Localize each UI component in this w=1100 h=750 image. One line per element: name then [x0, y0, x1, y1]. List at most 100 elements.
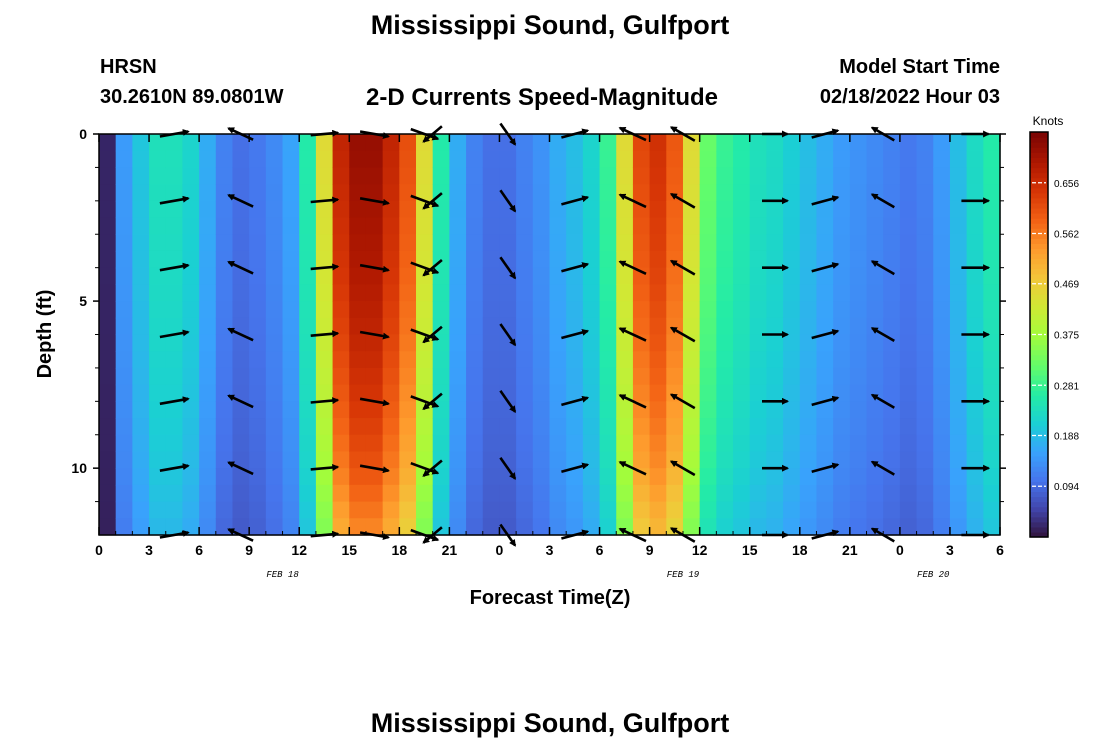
heatmap-cell	[616, 234, 634, 252]
x-tick-label: 12	[692, 542, 708, 558]
colorbar-segment	[1030, 263, 1048, 270]
heatmap-cell	[699, 434, 717, 453]
heatmap-cell	[933, 468, 951, 486]
y-tick-label: 5	[79, 293, 87, 309]
heatmap-cell	[666, 334, 684, 352]
heatmap-cell	[632, 217, 651, 235]
heatmap-cell	[783, 301, 801, 319]
current-vector-arrow	[310, 463, 340, 471]
heatmap-cell	[532, 418, 551, 436]
heatmap-cell	[416, 184, 434, 202]
heatmap-cell	[749, 250, 768, 269]
heatmap-cell	[249, 284, 267, 302]
heatmap-cell	[766, 518, 784, 536]
heatmap-cell	[883, 518, 901, 536]
heatmap-cell	[716, 367, 734, 386]
heatmap-cell	[566, 401, 584, 419]
heatmap-cell	[399, 501, 417, 519]
heatmap-cell	[549, 167, 567, 185]
heatmap-cell	[833, 367, 851, 386]
heatmap-cell	[566, 351, 584, 369]
current-vector-arrow	[499, 323, 517, 347]
heatmap-cell	[783, 401, 801, 419]
heatmap-cell	[215, 134, 234, 152]
heatmap-cell	[516, 367, 534, 386]
heatmap-cell	[649, 518, 667, 536]
date-label: FEB 19	[667, 570, 700, 580]
heatmap-cell	[416, 418, 434, 436]
heatmap-cell	[532, 134, 551, 152]
heatmap-cell	[516, 434, 534, 453]
heatmap-cell	[933, 301, 951, 319]
current-vector-arrow	[227, 461, 254, 476]
colorbar-segment	[1030, 456, 1048, 462]
heatmap-cell	[549, 434, 567, 453]
current-vector-arrow	[870, 193, 895, 209]
heatmap-cell	[816, 334, 834, 352]
heatmap-cell	[382, 167, 400, 185]
heatmap-cell	[716, 484, 734, 503]
heatmap-cell	[833, 401, 851, 419]
heatmap-cell	[249, 384, 267, 402]
heatmap-cell	[983, 267, 1001, 285]
colorbar-segment	[1030, 390, 1048, 396]
heatmap-cell	[666, 200, 684, 219]
heatmap-cell	[132, 501, 150, 519]
heatmap-cell	[349, 134, 367, 152]
heatmap-cell	[165, 167, 184, 185]
colorbar-segment	[1030, 440, 1048, 447]
heatmap-cell	[249, 134, 267, 152]
heatmap-cell	[949, 451, 968, 469]
heatmap-cell	[199, 518, 217, 536]
heatmap-cell	[349, 184, 367, 202]
heatmap-cell	[966, 217, 984, 235]
heatmap-cell	[866, 150, 884, 169]
heatmap-cell	[332, 334, 350, 352]
heatmap-cell	[616, 167, 634, 185]
heatmap-cell	[215, 200, 234, 219]
heatmap-cell	[599, 167, 617, 185]
heatmap-cell	[666, 167, 684, 185]
heatmap-cell	[232, 217, 250, 235]
heatmap-cell	[249, 317, 267, 336]
heatmap-cell	[983, 284, 1001, 302]
heatmap-cell	[232, 317, 250, 336]
colorbar-segment	[1030, 213, 1048, 219]
heatmap-cell	[933, 434, 951, 453]
heatmap-cell	[866, 134, 884, 152]
heatmap-cell	[983, 418, 1001, 436]
heatmap-cell	[315, 167, 334, 185]
heatmap-cell	[332, 284, 350, 302]
heatmap-cell	[265, 167, 284, 185]
heatmap-cell	[282, 134, 300, 152]
heatmap-cell	[532, 284, 551, 302]
heatmap-cell	[716, 518, 734, 536]
heatmap-cell	[766, 384, 784, 402]
heatmap-cell	[616, 468, 634, 486]
heatmap-cell	[499, 418, 517, 436]
heatmap-cell	[849, 484, 868, 503]
heatmap-cell	[499, 150, 517, 169]
colorbar-segment	[1030, 380, 1048, 386]
heatmap-cell	[449, 150, 467, 169]
heatmap-cell	[516, 501, 534, 519]
heatmap-cell	[783, 200, 801, 219]
colorbar-segment	[1030, 294, 1048, 300]
heatmap-cell	[749, 334, 768, 352]
heatmap-cell	[365, 351, 384, 369]
heatmap-cell	[966, 401, 984, 419]
heatmap-cell	[883, 200, 901, 219]
heatmap-cell	[699, 150, 717, 169]
heatmap-cell	[549, 184, 567, 202]
heatmap-cell	[115, 284, 133, 302]
heatmap-cell	[199, 250, 217, 269]
heatmap-cell	[365, 317, 384, 336]
heatmap-cell	[816, 418, 834, 436]
heatmap-cell	[983, 167, 1001, 185]
heatmap-cell	[783, 351, 801, 369]
heatmap-cell	[966, 301, 984, 319]
heatmap-cell	[816, 434, 834, 453]
colorbar-segment	[1030, 273, 1048, 280]
heatmap-cell	[916, 434, 934, 453]
heatmap-cell	[933, 200, 951, 219]
